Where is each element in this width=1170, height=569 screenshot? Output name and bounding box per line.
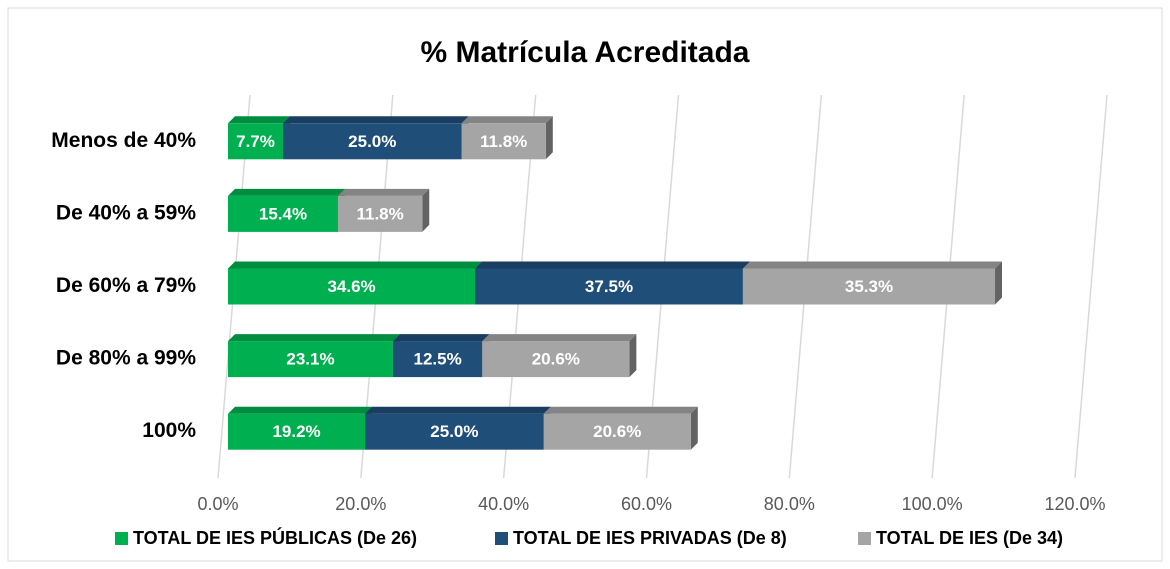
x-tick-label: 80.0% bbox=[764, 494, 815, 514]
value-label: 23.1% bbox=[286, 350, 334, 369]
legend-label: TOTAL DE IES PRIVADAS (De 8) bbox=[513, 528, 787, 548]
x-tick-label: 120.0% bbox=[1044, 494, 1105, 514]
bar-side bbox=[629, 334, 637, 378]
bar bbox=[392, 341, 483, 378]
value-label: 15.4% bbox=[259, 204, 307, 223]
bar-top bbox=[543, 406, 698, 414]
bar-side bbox=[545, 116, 553, 160]
bar-top bbox=[392, 334, 490, 342]
bar-top bbox=[228, 406, 373, 414]
chart-title: % Matrícula Acreditada bbox=[421, 36, 750, 69]
legend-label: TOTAL DE IES PÚBLICAS (De 26) bbox=[133, 527, 417, 548]
x-tick-label: 20.0% bbox=[335, 494, 386, 514]
y-tick-label: De 80% a 99% bbox=[56, 347, 196, 370]
value-label: 12.5% bbox=[414, 350, 462, 369]
legend-swatch bbox=[115, 532, 128, 545]
bar bbox=[482, 341, 630, 378]
legend-swatch bbox=[858, 532, 871, 545]
x-tick-label: 60.0% bbox=[621, 494, 672, 514]
bar-side bbox=[690, 406, 698, 450]
bar bbox=[228, 341, 393, 378]
bar-top bbox=[742, 261, 1003, 269]
value-label: 20.6% bbox=[532, 350, 580, 369]
bar-top bbox=[461, 116, 553, 124]
legend-swatch bbox=[495, 532, 508, 545]
bar-top bbox=[228, 188, 345, 196]
value-label: 37.5% bbox=[585, 277, 633, 296]
value-label: 11.8% bbox=[356, 204, 403, 223]
x-tick-label: 0.0% bbox=[197, 494, 238, 514]
value-label: 25.0% bbox=[348, 132, 396, 151]
x-tick-label: 40.0% bbox=[478, 494, 529, 514]
value-label: 19.2% bbox=[272, 422, 320, 441]
bar-side bbox=[995, 261, 1003, 305]
bar bbox=[228, 123, 283, 160]
bar bbox=[282, 123, 462, 160]
value-label: 20.6% bbox=[593, 422, 641, 441]
bar bbox=[742, 268, 996, 305]
x-tick-label: 100.0% bbox=[902, 494, 963, 514]
bar-top bbox=[282, 116, 469, 124]
bar-top bbox=[228, 261, 483, 269]
y-tick-label: Menos de 40% bbox=[51, 129, 196, 152]
value-label: 7.7% bbox=[236, 132, 275, 151]
bar-top bbox=[337, 188, 430, 196]
y-tick-label: 100% bbox=[142, 419, 196, 442]
bar-top bbox=[482, 334, 637, 342]
bar bbox=[365, 413, 544, 450]
bar bbox=[337, 195, 423, 232]
bar bbox=[475, 268, 743, 305]
value-label: 34.6% bbox=[327, 277, 375, 296]
bar-top bbox=[365, 406, 551, 414]
y-tick-label: De 60% a 79% bbox=[56, 274, 196, 297]
value-label: 25.0% bbox=[430, 422, 478, 441]
value-label: 11.8% bbox=[480, 132, 527, 151]
grid-line bbox=[1074, 94, 1108, 479]
bar bbox=[228, 195, 338, 232]
bar-top bbox=[228, 334, 400, 342]
bar-side bbox=[422, 188, 430, 232]
bar-top bbox=[475, 261, 750, 269]
bar-top bbox=[228, 116, 290, 124]
bar bbox=[543, 413, 691, 450]
bar bbox=[461, 123, 546, 160]
bar bbox=[228, 413, 366, 450]
bar bbox=[228, 268, 476, 305]
value-label: 35.3% bbox=[845, 277, 893, 296]
legend-label: TOTAL DE IES (De 34) bbox=[876, 528, 1063, 548]
y-tick-label: De 40% a 59% bbox=[56, 201, 196, 224]
